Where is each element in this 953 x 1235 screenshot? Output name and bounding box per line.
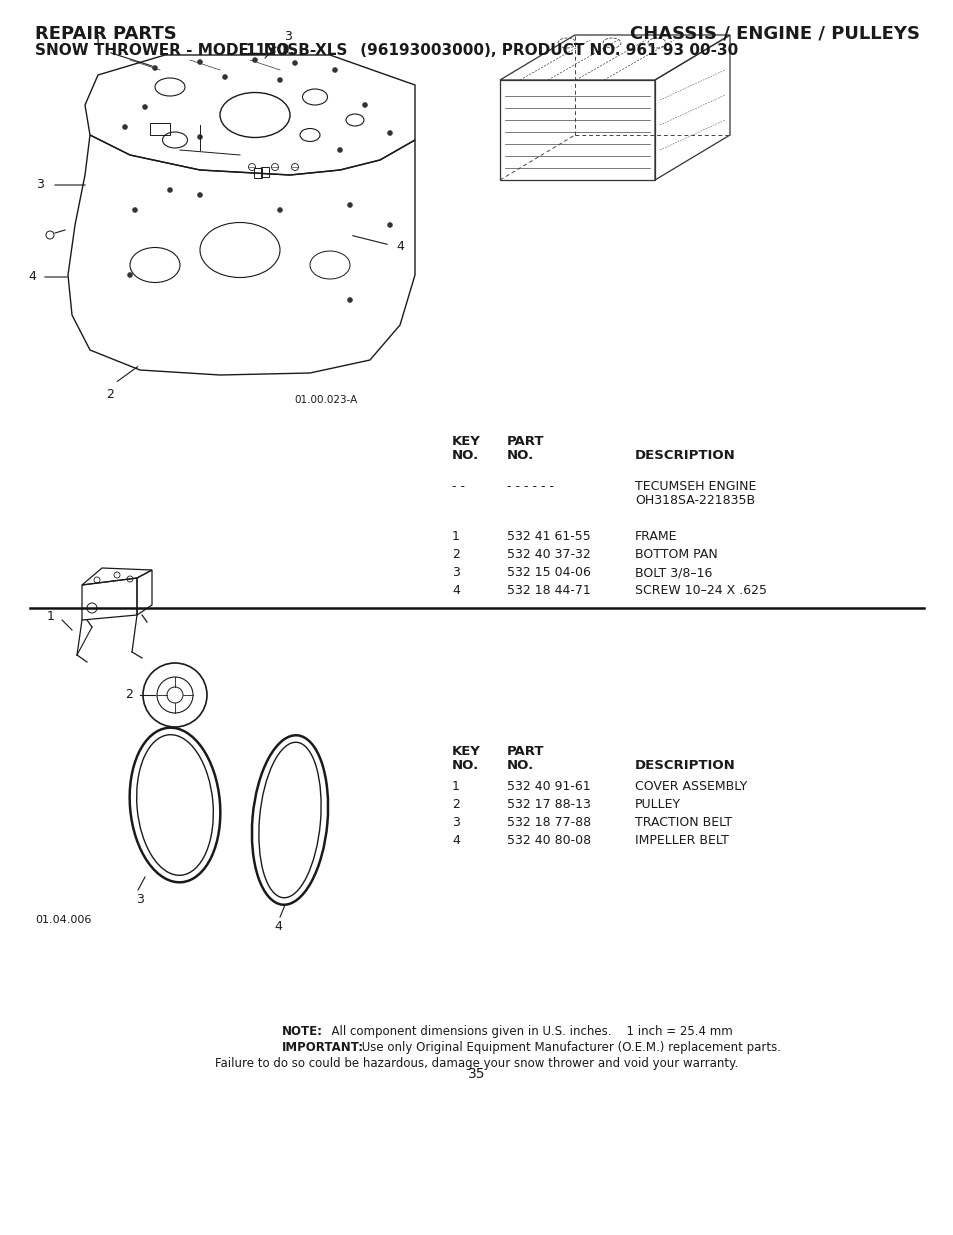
Circle shape — [333, 68, 337, 73]
Circle shape — [387, 222, 392, 227]
Text: PULLEY: PULLEY — [635, 798, 680, 811]
Circle shape — [253, 58, 257, 63]
Text: PART: PART — [506, 435, 544, 448]
Text: TRACTION BELT: TRACTION BELT — [635, 816, 731, 829]
Circle shape — [122, 125, 128, 130]
Text: 3: 3 — [36, 179, 44, 191]
Circle shape — [277, 207, 282, 212]
Text: 532 17 88-13: 532 17 88-13 — [506, 798, 590, 811]
Circle shape — [362, 103, 367, 107]
Text: NO.: NO. — [452, 760, 478, 772]
Text: 1: 1 — [47, 610, 55, 624]
Text: CHASSIS / ENGINE / PULLEYS: CHASSIS / ENGINE / PULLEYS — [629, 25, 919, 43]
Circle shape — [197, 193, 202, 198]
Text: NO.: NO. — [452, 450, 478, 462]
Circle shape — [168, 188, 172, 193]
Circle shape — [293, 61, 297, 65]
Circle shape — [277, 78, 282, 83]
Text: 532 18 44-71: 532 18 44-71 — [506, 584, 590, 597]
Text: 01.04.006: 01.04.006 — [35, 915, 91, 925]
Text: PART: PART — [506, 745, 544, 758]
Circle shape — [222, 74, 227, 79]
Text: FRAME: FRAME — [635, 530, 677, 543]
Circle shape — [197, 59, 202, 64]
Text: 01.00.023-A: 01.00.023-A — [294, 395, 357, 405]
Text: 1130SB-XLS: 1130SB-XLS — [245, 43, 347, 58]
Circle shape — [347, 298, 352, 303]
Text: REPAIR PARTS: REPAIR PARTS — [35, 25, 176, 43]
Text: COVER ASSEMBLY: COVER ASSEMBLY — [635, 781, 746, 793]
Text: 2: 2 — [106, 388, 113, 401]
Text: 35: 35 — [468, 1067, 485, 1081]
Circle shape — [197, 135, 202, 140]
Text: NO.: NO. — [506, 450, 534, 462]
Text: 4: 4 — [28, 270, 36, 284]
Text: Use only Original Equipment Manufacturer (O.E.M.) replacement parts.: Use only Original Equipment Manufacturer… — [357, 1041, 781, 1053]
Text: - - - - - -: - - - - - - — [506, 480, 554, 493]
Text: 3: 3 — [452, 566, 459, 579]
Text: SNOW THROWER - MODEL NO.: SNOW THROWER - MODEL NO. — [35, 43, 299, 58]
Text: BOLT 3/8–16: BOLT 3/8–16 — [635, 566, 712, 579]
Text: (96193003000), PRODUCT NO. 961 93 00-30: (96193003000), PRODUCT NO. 961 93 00-30 — [355, 43, 738, 58]
Text: 4: 4 — [395, 241, 403, 253]
Text: 1: 1 — [452, 530, 459, 543]
Text: 4: 4 — [274, 920, 282, 932]
Text: 2: 2 — [452, 548, 459, 561]
Text: 1: 1 — [94, 35, 102, 47]
Circle shape — [347, 203, 352, 207]
Text: 3: 3 — [452, 816, 459, 829]
Text: IMPELLER BELT: IMPELLER BELT — [635, 834, 728, 847]
Bar — [499, 80, 655, 180]
Text: Failure to do so could be hazardous, damage your snow thrower and void your warr: Failure to do so could be hazardous, dam… — [215, 1057, 738, 1070]
Circle shape — [152, 65, 157, 70]
Text: 532 41 61-55: 532 41 61-55 — [506, 530, 590, 543]
Circle shape — [337, 147, 342, 152]
Circle shape — [142, 105, 148, 110]
Text: 532 40 91-61: 532 40 91-61 — [506, 781, 590, 793]
Text: 532 15 04-06: 532 15 04-06 — [506, 566, 590, 579]
Text: 4: 4 — [452, 584, 459, 597]
Text: 4: 4 — [452, 834, 459, 847]
Text: 532 40 37-32: 532 40 37-32 — [506, 548, 590, 561]
Bar — [261, 167, 269, 177]
Text: 1: 1 — [452, 781, 459, 793]
Circle shape — [387, 131, 392, 136]
Text: DESCRIPTION: DESCRIPTION — [635, 760, 735, 772]
Text: NO.: NO. — [506, 760, 534, 772]
Text: KEY: KEY — [452, 435, 480, 448]
Text: KEY: KEY — [452, 745, 480, 758]
Text: - -: - - — [452, 480, 464, 493]
Text: SCREW 10–24 X .625: SCREW 10–24 X .625 — [635, 584, 766, 597]
Text: TECUMSEH ENGINE: TECUMSEH ENGINE — [635, 480, 756, 493]
Text: 532 40 80-08: 532 40 80-08 — [506, 834, 591, 847]
Text: OH318SA-221835B: OH318SA-221835B — [635, 494, 755, 508]
Text: 2: 2 — [125, 688, 132, 701]
Circle shape — [132, 207, 137, 212]
Bar — [253, 168, 262, 178]
Text: 532 18 77-88: 532 18 77-88 — [506, 816, 591, 829]
Text: 3: 3 — [284, 30, 292, 43]
Text: All component dimensions given in U.S. inches.    1 inch = 25.4 mm: All component dimensions given in U.S. i… — [324, 1025, 732, 1037]
Text: DESCRIPTION: DESCRIPTION — [635, 450, 735, 462]
Text: NOTE:: NOTE: — [282, 1025, 323, 1037]
Text: 3: 3 — [136, 893, 144, 906]
Text: 2: 2 — [452, 798, 459, 811]
Text: IMPORTANT:: IMPORTANT: — [282, 1041, 364, 1053]
Text: BOTTOM PAN: BOTTOM PAN — [635, 548, 717, 561]
Circle shape — [128, 273, 132, 278]
